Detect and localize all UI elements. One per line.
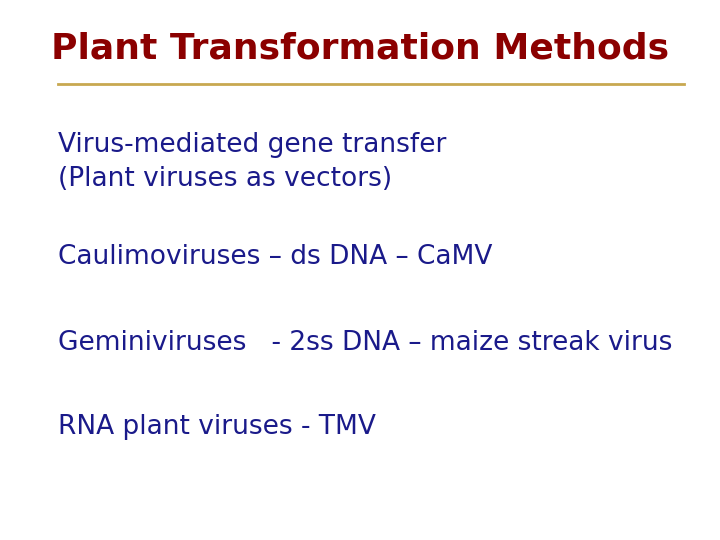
Text: Virus-mediated gene transfer
(Plant viruses as vectors): Virus-mediated gene transfer (Plant viru… bbox=[58, 132, 446, 192]
Text: Geminiviruses   - 2ss DNA – maize streak virus: Geminiviruses - 2ss DNA – maize streak v… bbox=[58, 330, 672, 356]
Text: Caulimoviruses – ds DNA – CaMV: Caulimoviruses – ds DNA – CaMV bbox=[58, 244, 492, 269]
Text: RNA plant viruses - TMV: RNA plant viruses - TMV bbox=[58, 414, 375, 440]
Text: Plant Transformation Methods: Plant Transformation Methods bbox=[51, 32, 669, 65]
